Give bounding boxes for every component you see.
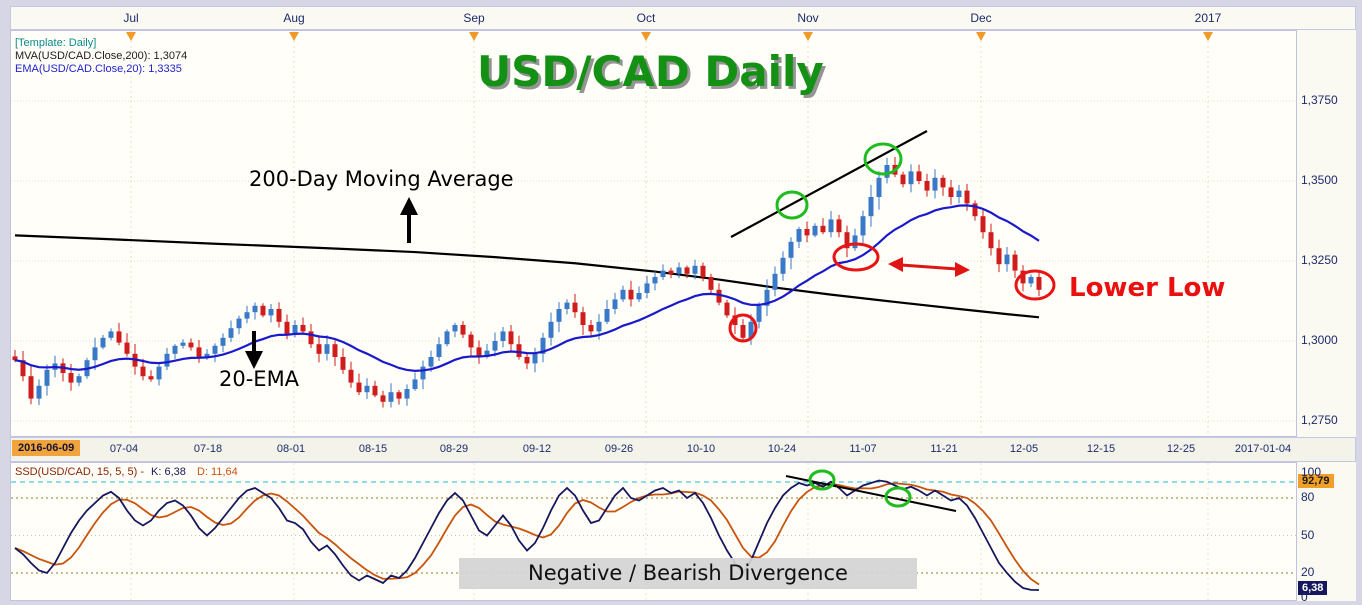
red-double-arrow-icon [888, 257, 970, 277]
red-circle-annotation [728, 313, 758, 343]
up-arrow-icon [400, 197, 418, 243]
red-circle-annotation [832, 242, 880, 272]
stoch-k-value: K: 6,38 [151, 466, 186, 478]
ema20-line [14, 204, 1040, 372]
divergence-annotation-label: Negative / Bearish Divergence [459, 558, 917, 589]
month-marker-icon [641, 32, 651, 41]
mva-legend-value: MVA(USD/CAD.Close,200): 1,3074 [15, 50, 188, 62]
divergence-trendline [785, 475, 957, 512]
month-marker-icon [803, 32, 813, 41]
month-marker-icon [1203, 32, 1213, 41]
date-label: 10-10 [686, 443, 716, 455]
stoch-indicator-name: SSD(USD/CAD, 15, 5, 5) - [15, 466, 144, 478]
price-label: 1,3000 [1301, 333, 1338, 347]
month-label: Aug [283, 11, 305, 25]
stoch-axis-label: 100 [1301, 465, 1322, 479]
stochastic-legend: SSD(USD/CAD, 15, 5, 5) - K: 6,38 D: 11,6… [15, 466, 238, 478]
date-label: 12-25 [1166, 443, 1196, 455]
stoch-axis-label: 0 [1301, 590, 1308, 604]
month-label: Jul [123, 11, 139, 25]
date-label: 08-29 [439, 443, 469, 455]
stoch-axis-label: 20 [1301, 565, 1315, 579]
date-label: 2017-01-04 [1234, 443, 1292, 455]
candlestick-chart-canvas [11, 31, 1296, 436]
date-label: 12-05 [1009, 443, 1039, 455]
price-axis: 1,3750 1,3500 1,3250 1,3000 1,2750 [1297, 30, 1356, 437]
ema20-annotation-label: 20-EMA [219, 367, 300, 391]
price-label: 1,3250 [1301, 253, 1338, 267]
green-circle-annotation [884, 486, 912, 508]
stoch-k-line [14, 479, 1040, 591]
resistance-trendline [730, 130, 928, 238]
month-label: Nov [797, 11, 819, 25]
price-chart-panel[interactable]: [Template: Daily] MVA(USD/CAD.Close,200)… [10, 30, 1297, 437]
chart-annotations [245, 130, 1056, 369]
month-marker-icon [126, 32, 136, 41]
date-label: 11-07 [849, 443, 877, 455]
date-label: 08-01 [276, 443, 306, 455]
date-label: 11-21 [930, 443, 958, 455]
candles [12, 156, 1042, 408]
stochastic-axis: 92,79 6,38 100 80 50 20 0 [1297, 462, 1356, 604]
green-circle-annotation [775, 190, 809, 220]
date-label: 09-12 [522, 443, 552, 455]
stoch-axis-label: 80 [1301, 490, 1315, 504]
month-label: 2017 [1194, 11, 1222, 25]
stoch-level-badge: 92,79 [1298, 474, 1334, 488]
stochastic-panel[interactable]: SSD(USD/CAD, 15, 5, 5) - K: 6,38 D: 11,6… [10, 462, 1297, 601]
price-label: 1,3750 [1301, 93, 1338, 107]
date-label: 09-26 [604, 443, 634, 455]
down-arrow-icon [245, 331, 263, 369]
price-label: 1,2750 [1301, 413, 1338, 427]
month-axis: Jul Aug Sep Oct Nov Dec 2017 [10, 6, 1356, 30]
indicator-legend: [Template: Daily] MVA(USD/CAD.Close,200)… [15, 37, 187, 76]
stochastic-chart-canvas [11, 463, 1296, 600]
stochastic-annotations [785, 469, 957, 512]
template-label: [Template: Daily] [15, 37, 97, 49]
green-circle-annotation [808, 469, 836, 491]
price-label: 1,3500 [1301, 173, 1338, 187]
date-label: 07-04 [109, 443, 139, 455]
month-label: Dec [970, 11, 992, 25]
stoch-d-value: D: 11,64 [196, 466, 238, 478]
ema-legend-value: EMA(USD/CAD.Close,20): 1,3335 [15, 63, 182, 75]
month-label: Oct [636, 11, 656, 25]
stoch-current-value-badge: 6,38 [1298, 581, 1328, 595]
month-marker-icon [289, 32, 299, 41]
month-marker-icon [976, 32, 986, 41]
date-label: 07-18 [193, 443, 223, 455]
lower-low-annotation-label: Lower Low [1069, 273, 1226, 303]
stoch-axis-label: 50 [1301, 527, 1315, 542]
red-circle-annotation [1014, 269, 1056, 301]
month-label: Sep [463, 11, 485, 25]
month-marker-icon [469, 32, 479, 41]
date-label: 12-15 [1086, 443, 1116, 455]
date-label: 08-15 [358, 443, 388, 455]
chart-start-date-badge: 2016-06-09 [12, 440, 81, 456]
date-axis: 2016-06-09 07-04 07-18 08-01 08-15 08-29 09-1… [10, 437, 1356, 462]
ma200-annotation-label: 200-Day Moving Average [249, 167, 514, 191]
chart-title: USD/CAD Daily [477, 47, 824, 96]
date-label: 10-24 [767, 443, 797, 455]
green-circle-annotation [863, 142, 903, 176]
